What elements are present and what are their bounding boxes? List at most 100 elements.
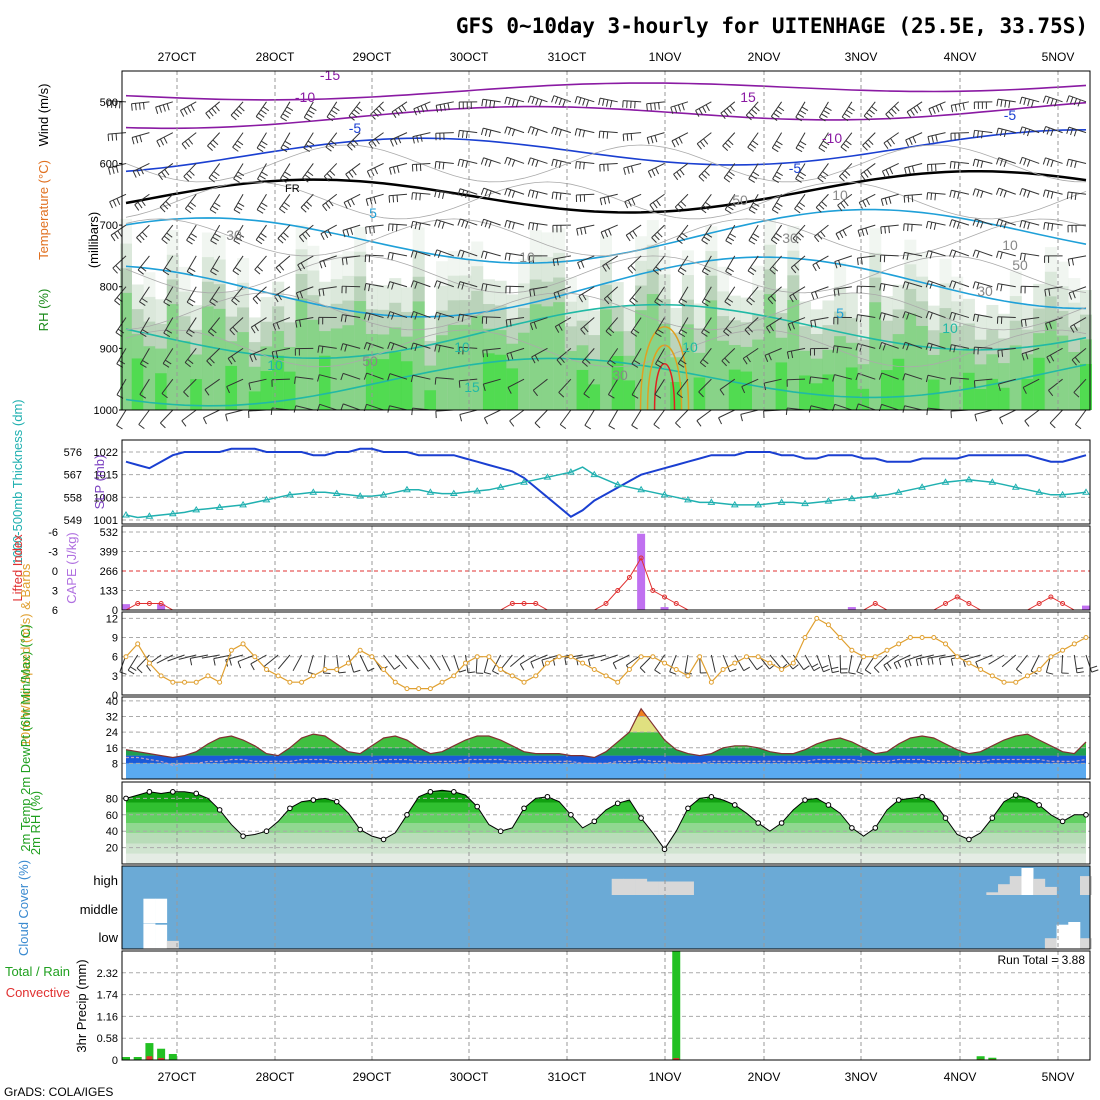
wind-speed-point <box>345 660 351 666</box>
contour-label: -15 <box>320 67 340 83</box>
wind-barb-flag <box>367 667 375 672</box>
wind-barb-shaft <box>459 346 478 349</box>
wind-barb-flag <box>844 170 851 176</box>
wind-barb-shaft <box>951 311 970 319</box>
wind-barb-flag <box>980 191 984 198</box>
thickness-point <box>403 485 411 493</box>
wind-barb-shaft <box>492 654 502 672</box>
wind-barb-flag <box>803 665 810 671</box>
wind-barb-flag <box>821 113 828 118</box>
lifted-index-point <box>1048 594 1054 600</box>
wind-barb-shaft <box>771 132 783 149</box>
isotherm-line <box>125 256 1087 318</box>
thickness-point <box>590 470 599 478</box>
wind-barb-flag <box>493 100 496 108</box>
wind-barb-shaft <box>460 218 478 226</box>
wind-speed-point <box>849 647 855 653</box>
wind-barb-flag <box>1091 669 1099 673</box>
wind-barb-flag <box>212 236 219 242</box>
contour-label: -5 <box>789 160 802 176</box>
rh-shade-cell <box>1080 363 1092 410</box>
wind-barb-flag <box>387 311 391 319</box>
wind-barb-flag <box>363 312 367 320</box>
wind-barb-flag <box>536 223 539 231</box>
contour-label: 10 <box>454 339 470 355</box>
wind-speed-point <box>392 679 398 685</box>
wind-barb-shaft <box>1021 126 1040 134</box>
wind-barb-flag <box>1075 424 1082 430</box>
wind-barb-flag <box>606 131 609 139</box>
wind-barb-shaft <box>671 132 689 142</box>
wind-barb-shaft <box>1045 157 1063 164</box>
wind-barb-shaft <box>904 311 923 319</box>
wind-barb-shaft <box>576 128 595 134</box>
wind-barb-shaft <box>365 254 384 257</box>
wind-barb-flag <box>329 170 336 176</box>
wind-barb-flag <box>187 358 194 365</box>
wind-barb-shaft <box>389 162 408 169</box>
wind-barb-flag <box>508 98 512 106</box>
wind-barb-flag <box>183 176 190 182</box>
rh-shade-cell <box>810 383 823 410</box>
rh-axis-label: RH (%) <box>36 289 51 332</box>
wind-barb-shaft <box>1068 286 1087 294</box>
wind-barb-flag <box>833 289 836 297</box>
wind-barb-flag <box>256 147 264 153</box>
wind-barb-flag <box>255 239 263 245</box>
rh-point <box>825 802 832 808</box>
wind-barb-flag <box>414 251 418 259</box>
cape-axis-label: CAPE (J/kg) <box>64 532 79 604</box>
wind-barb-shaft <box>205 101 220 114</box>
wind-barb-flag <box>348 171 354 178</box>
wind-barb-flag <box>797 144 805 149</box>
wind-barb-flag <box>676 238 683 244</box>
wind-barb-flag <box>1000 99 1003 107</box>
wind-barb-flag <box>277 293 282 301</box>
pressure-tick-label: 700 <box>100 220 118 232</box>
rh-tick-label: 80 <box>106 793 118 805</box>
wind-barb-flag <box>325 202 331 209</box>
wind-barb-flag <box>443 103 446 111</box>
date-label-bottom: 4NOV <box>944 1070 977 1084</box>
wind-barb-flag <box>317 374 320 382</box>
wind-barb-flag <box>434 377 437 385</box>
wind-barb-shaft <box>231 286 244 301</box>
wind-barb-shaft <box>701 317 712 333</box>
wind-barb-flag <box>488 130 492 138</box>
wind-barb-flag <box>504 220 508 228</box>
rh-shade-cell <box>506 368 519 410</box>
wind-barb-flag <box>345 173 351 181</box>
wind-barb-shaft <box>684 654 689 673</box>
wind-barb-shaft <box>722 132 736 147</box>
wind-barb-flag <box>839 176 845 182</box>
rh-shade-cell <box>916 325 929 410</box>
wind-barb-flag <box>911 224 913 232</box>
run-total-label: Run Total = 3.88 <box>997 953 1085 967</box>
wind-barb-flag <box>442 162 445 170</box>
wind-barb-flag <box>582 98 586 106</box>
wind-barb-flag <box>254 324 259 332</box>
wind-barb-flag <box>322 260 327 268</box>
rh-point <box>591 818 598 825</box>
wind-speed-point <box>580 660 586 666</box>
wind-barb-shaft <box>710 654 716 673</box>
wind-speed-point <box>966 660 972 666</box>
wind-barb-shaft <box>553 126 572 134</box>
lifted-index-point <box>135 601 141 606</box>
wind-barb-flag <box>997 383 1001 392</box>
wind-barb-flag <box>753 105 760 112</box>
wind-barb-flag <box>814 236 820 243</box>
wind-barb-flag <box>530 661 534 669</box>
wind-barb-shaft <box>252 286 267 300</box>
date-label-top: 3NOV <box>845 50 878 64</box>
pressure-axis-label: (millibars) <box>86 212 101 268</box>
thickness-point <box>286 490 294 498</box>
wind-barb-flag <box>356 106 363 112</box>
wind-barb-shaft <box>997 347 1016 351</box>
wind-barb-flag <box>651 169 656 177</box>
precip-convective-bar <box>146 1056 153 1060</box>
wind-barb-flag <box>791 322 795 330</box>
rh-point <box>193 790 200 797</box>
wind-barb-flag <box>831 666 839 670</box>
rh-bands <box>126 790 1086 864</box>
